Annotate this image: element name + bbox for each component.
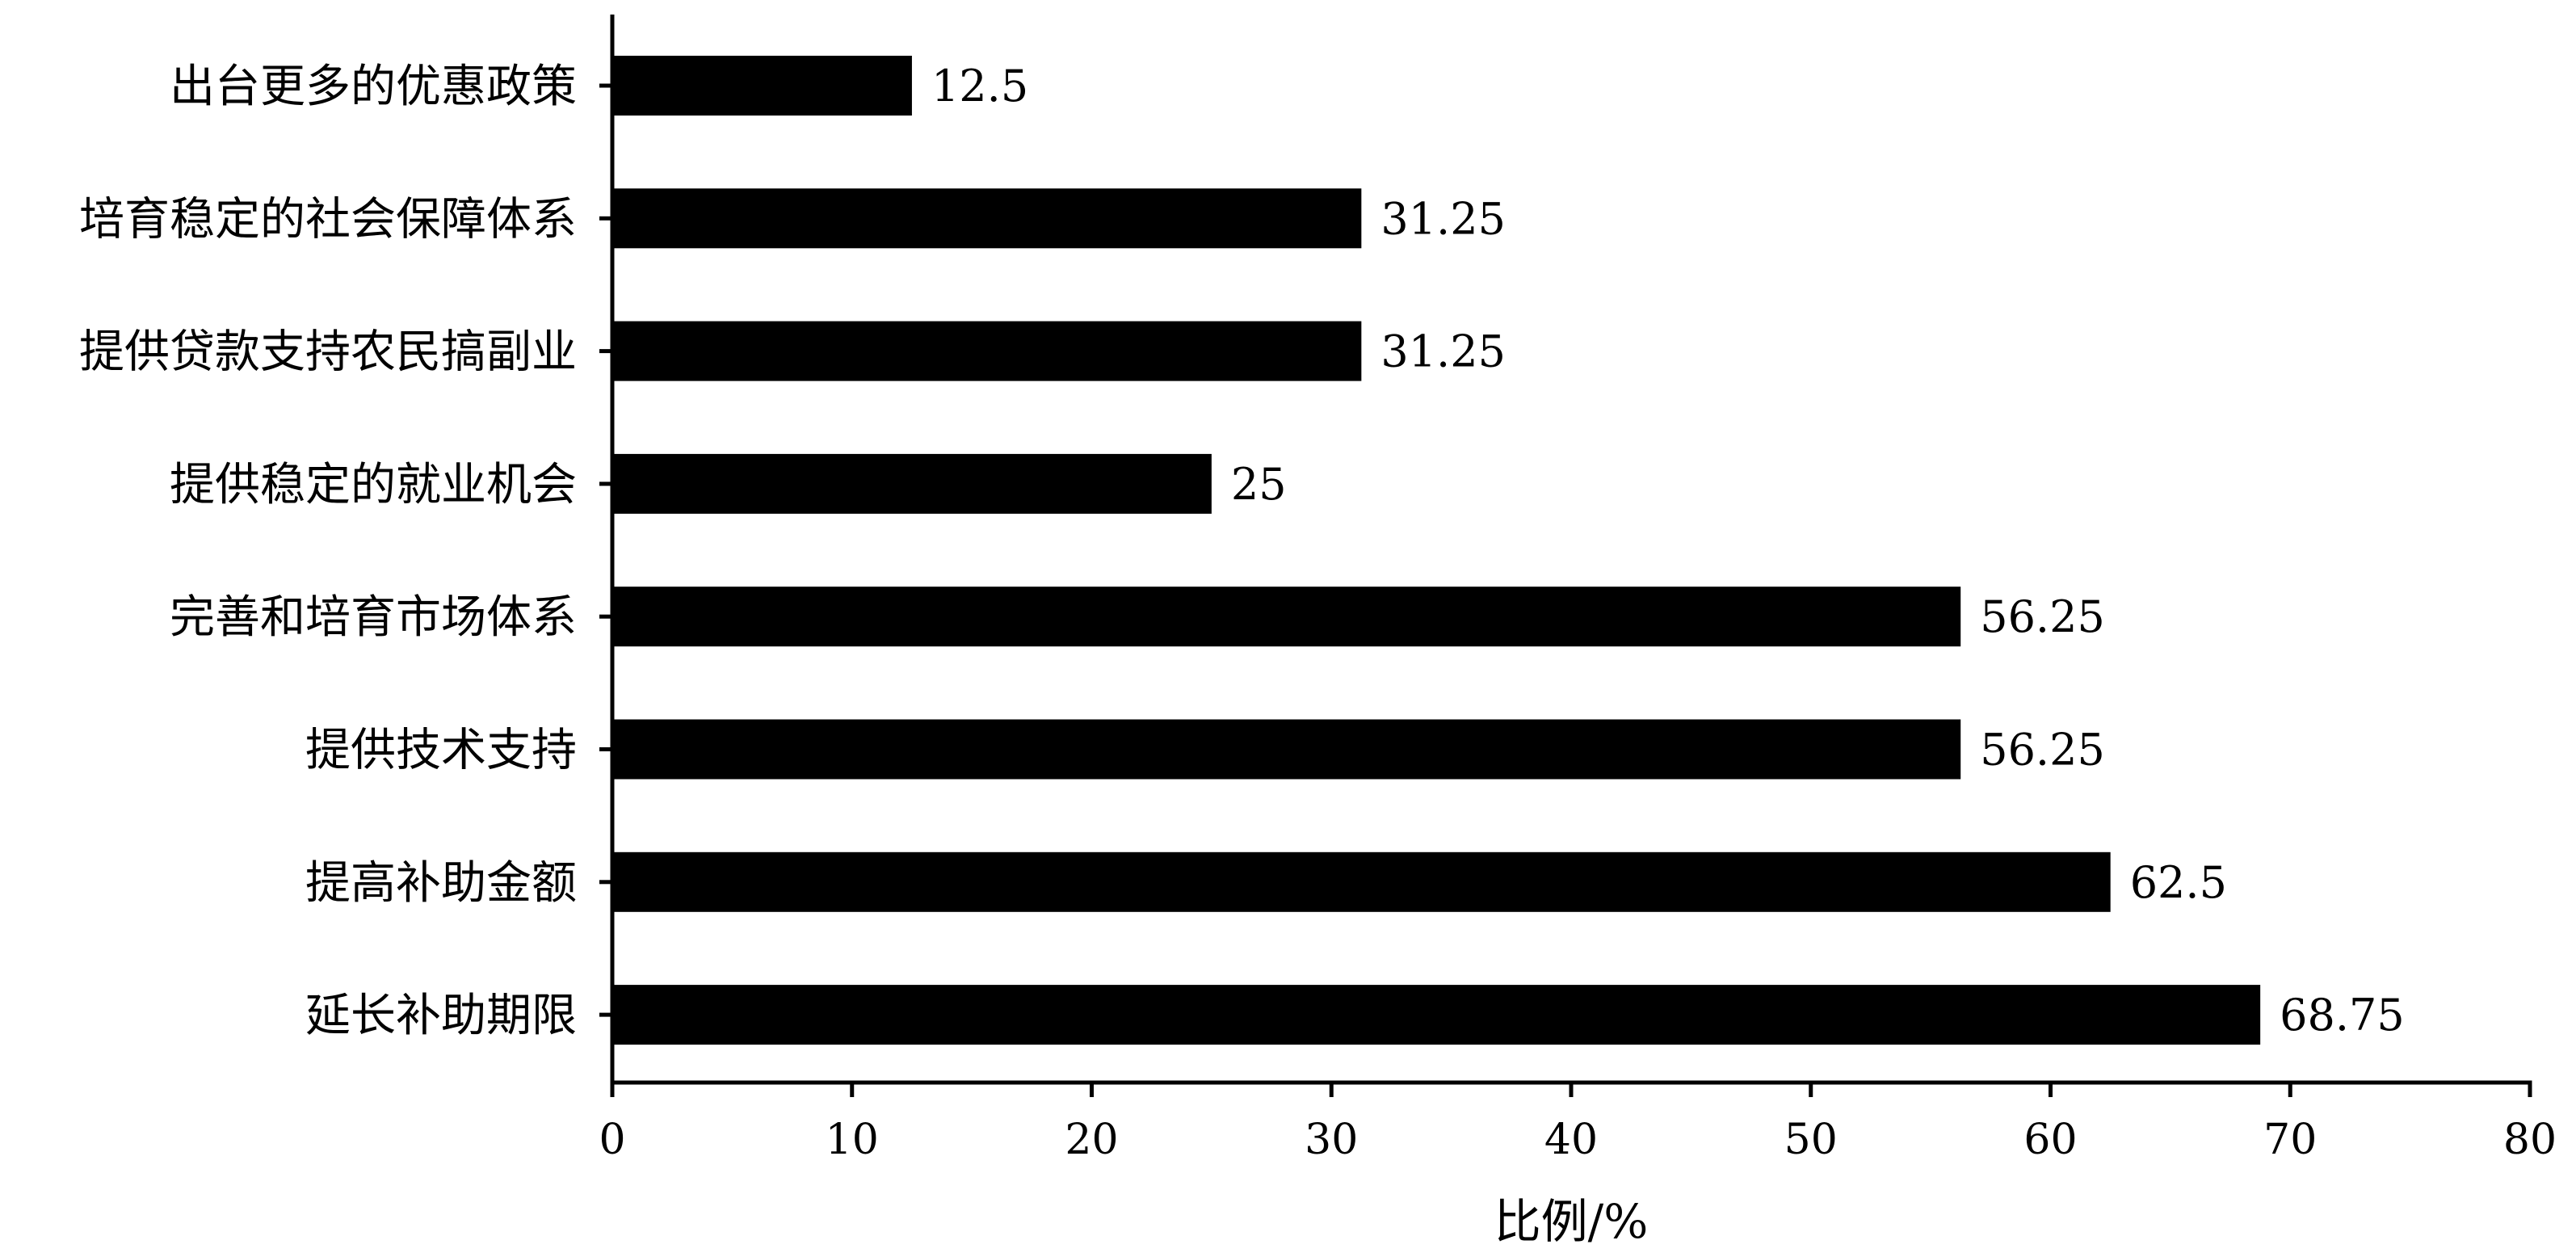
bar-value-label: 12.5 [931, 61, 1028, 111]
x-tick-label: 0 [599, 1116, 625, 1164]
x-tick-label: 60 [2023, 1116, 2077, 1164]
x-tick-label: 80 [2503, 1116, 2557, 1164]
category-labels-group: 出台更多的优惠政策培育稳定的社会保障体系提供贷款支持农民搞副业提供稳定的就业机会… [79, 61, 577, 1042]
bar [612, 453, 1212, 514]
bar-value-label: 25 [1231, 459, 1287, 510]
x-tick-label: 40 [1544, 1116, 1598, 1164]
bar-value-label: 56.25 [1980, 725, 2105, 776]
category-label: 提高补助金额 [305, 857, 577, 910]
bar-value-label: 56.25 [1980, 591, 2105, 642]
x-axis-title: 比例/% [1494, 1194, 1649, 1249]
x-tick-label: 70 [2263, 1116, 2317, 1164]
category-label: 出台更多的优惠政策 [170, 61, 577, 113]
bar [612, 321, 1362, 381]
bar-value-label: 31.25 [1380, 193, 1506, 244]
bar-value-label: 62.5 [2130, 857, 2227, 908]
category-label: 提供贷款支持农民搞副业 [79, 326, 577, 379]
x-tick-label: 20 [1065, 1116, 1118, 1164]
bar [612, 587, 1961, 647]
x-tick-label: 50 [1784, 1116, 1838, 1164]
category-label: 完善和培育市场体系 [170, 591, 577, 644]
bar-value-label: 68.75 [2280, 990, 2405, 1041]
bar-value-label: 31.25 [1380, 326, 1506, 377]
bar [612, 56, 912, 116]
x-tick-label: 10 [826, 1116, 879, 1164]
bar [612, 985, 2261, 1045]
bar [612, 719, 1961, 780]
bar [612, 851, 2111, 912]
bars-group [612, 56, 2261, 1045]
category-label: 提供稳定的就业机会 [170, 459, 577, 511]
category-label: 提供技术支持 [305, 725, 577, 777]
value-labels-group: 12.5 31.25 31.25 25 56.25 56.25 62.5 68.75 [931, 61, 2405, 1041]
axes-group: 0 10 20 30 40 50 60 70 80 [599, 15, 2557, 1164]
x-tick-label: 30 [1305, 1116, 1358, 1164]
bar [612, 188, 1362, 249]
category-label: 培育稳定的社会保障体系 [79, 193, 577, 246]
category-label: 延长补助期限 [305, 990, 577, 1042]
